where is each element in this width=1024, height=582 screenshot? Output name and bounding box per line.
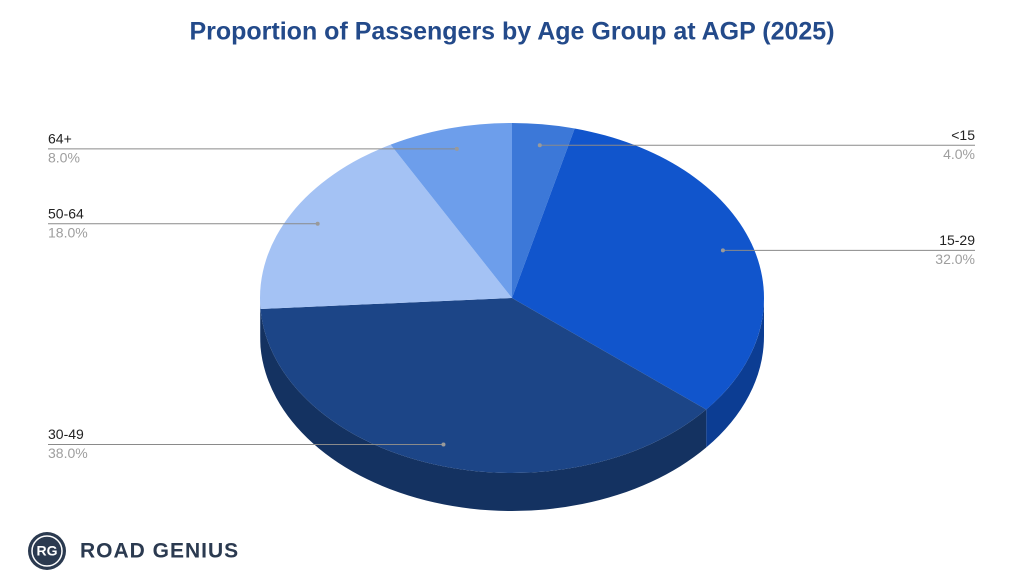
slice <box>260 298 707 474</box>
logo-badge <box>28 532 66 570</box>
leader-dot <box>720 248 725 253</box>
legend-label: 30-49 <box>48 426 84 442</box>
chart-title: Proportion of Passengers by Age Group at… <box>189 18 834 46</box>
legend-label: 64+ <box>48 131 72 147</box>
slice <box>390 123 512 298</box>
data-label: 4.0% <box>943 146 975 162</box>
logo-initials: RG <box>37 543 58 559</box>
legend-label: <15 <box>951 127 975 143</box>
slice <box>259 144 512 309</box>
leader-dot <box>441 442 446 447</box>
logo: RG ROAD GENIUS <box>28 532 239 570</box>
leader-dot <box>315 221 320 226</box>
logo-ring <box>31 535 63 567</box>
data-label: 38.0% <box>48 445 88 461</box>
data-label: 18.0% <box>48 225 88 241</box>
legend-label: 15-29 <box>939 232 975 248</box>
slice-side <box>260 308 707 512</box>
slice <box>512 123 575 298</box>
legend-label: 50-64 <box>48 206 84 222</box>
slice-side <box>706 298 764 448</box>
leader-dot <box>454 146 459 151</box>
logo-name: ROAD GENIUS <box>80 540 239 563</box>
data-label: 8.0% <box>48 150 80 166</box>
slice <box>512 128 765 410</box>
data-label: 32.0% <box>935 251 975 267</box>
leader-dot <box>537 143 542 148</box>
